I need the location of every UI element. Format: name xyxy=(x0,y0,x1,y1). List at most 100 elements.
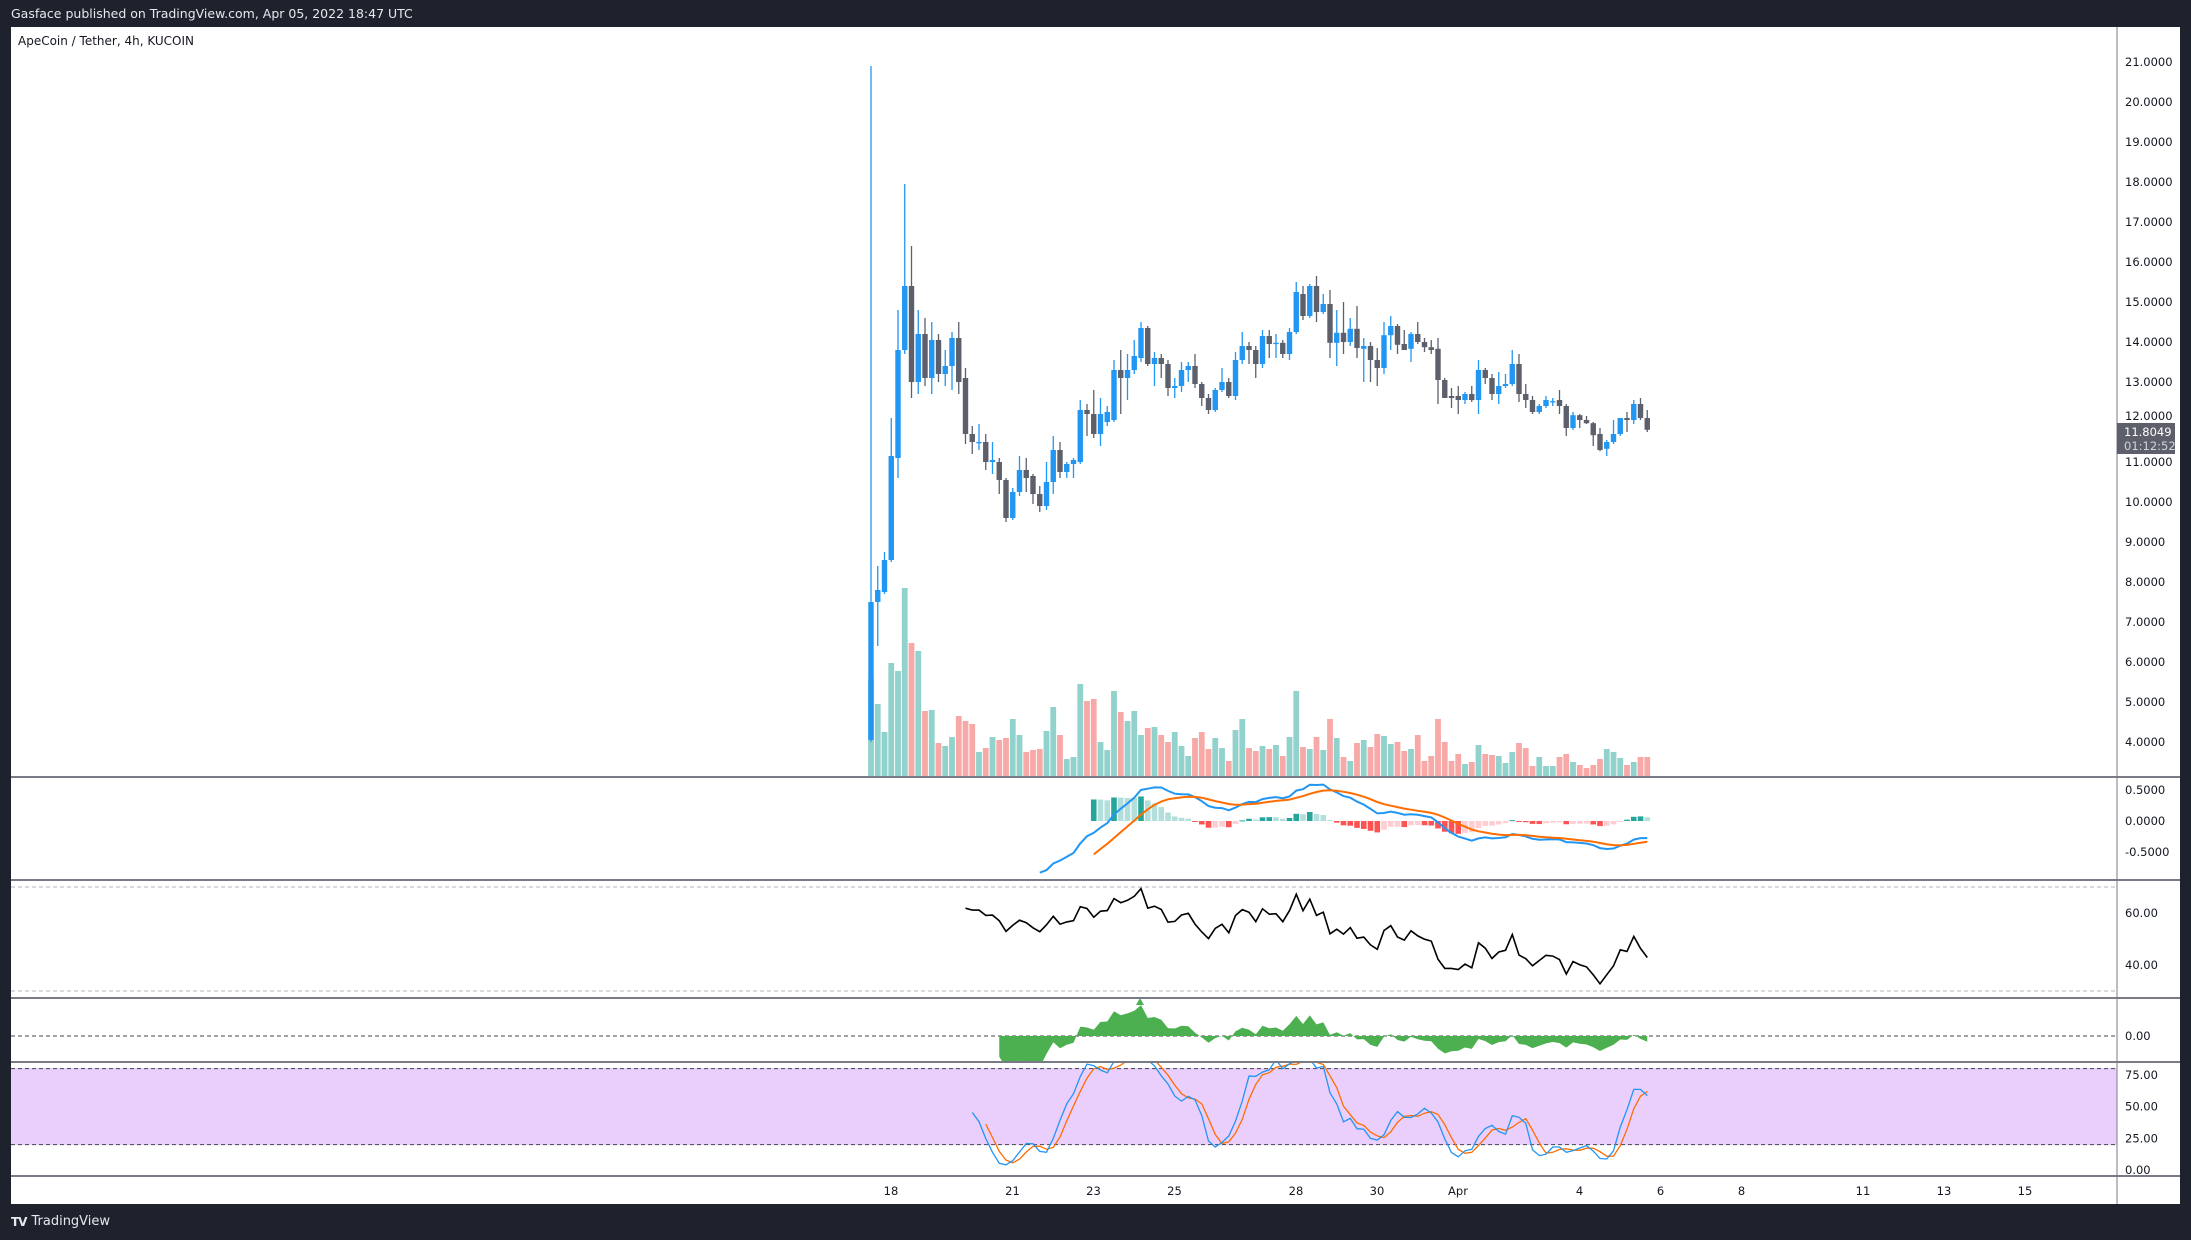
candle xyxy=(1401,330,1407,350)
volume-bar xyxy=(1333,738,1340,777)
volume-bar xyxy=(1117,712,1124,777)
price-tick-label: 21.0000 xyxy=(2125,55,2173,69)
time-tick-label: 8 xyxy=(1738,1184,1745,1198)
macd-histogram-bar xyxy=(1549,821,1556,823)
volume-bar xyxy=(1543,766,1549,777)
volume-bar xyxy=(1111,691,1117,777)
volume-bar xyxy=(1529,766,1536,777)
macd-histogram-bar xyxy=(1151,803,1158,821)
macd-histogram-bar xyxy=(1482,821,1489,826)
volume-bar xyxy=(1090,699,1097,777)
rsi-pane xyxy=(11,886,2117,992)
volume-bar xyxy=(1468,762,1475,777)
volume-bar xyxy=(1347,761,1354,777)
candle xyxy=(1307,284,1313,318)
candle xyxy=(962,368,969,444)
candle xyxy=(1556,390,1563,414)
volume-bar xyxy=(1239,719,1246,777)
candle xyxy=(908,246,915,398)
macd-histogram-bar xyxy=(1455,821,1462,834)
candle-body xyxy=(888,456,894,560)
macd-histogram-bar xyxy=(1630,816,1637,821)
stochastic-tick-label: 25.00 xyxy=(2125,1131,2158,1145)
candle xyxy=(1192,354,1198,388)
macd-histogram-bar xyxy=(1556,821,1563,823)
candle-body xyxy=(1070,460,1077,464)
candle-body xyxy=(1570,415,1576,428)
stochastic-tick-label: 0.00 xyxy=(2125,1163,2151,1177)
macd-histogram-bar xyxy=(1246,818,1252,821)
last-price-value: 11.8049 xyxy=(2124,425,2172,439)
candle xyxy=(1070,458,1077,478)
volume-bar xyxy=(1367,747,1374,777)
stochastic-tick-label: 75.00 xyxy=(2125,1068,2158,1082)
macd-histogram-bar xyxy=(1570,821,1576,824)
volume-bar xyxy=(955,716,962,777)
volume-bar xyxy=(1597,759,1603,777)
macd-histogram-bar xyxy=(1441,821,1448,832)
volume-bar xyxy=(928,710,935,777)
candle xyxy=(1145,326,1151,366)
tradingview-brand[interactable]: TV TradingView xyxy=(11,1214,110,1229)
candle xyxy=(942,350,948,386)
macd-histogram-bar xyxy=(1111,797,1117,821)
macd-histogram-bar xyxy=(1509,820,1516,822)
candle xyxy=(1448,388,1455,408)
volume-bar xyxy=(1381,736,1387,777)
volume-bar xyxy=(1549,766,1556,777)
price-tick-label: 10.0000 xyxy=(2125,495,2173,509)
candle-body xyxy=(1367,346,1374,360)
volume-bar xyxy=(1009,719,1016,777)
volume-bar xyxy=(1151,727,1158,777)
macd-histogram-bar xyxy=(1374,821,1381,833)
macd-histogram-bar xyxy=(1286,817,1293,821)
candle-body xyxy=(1212,390,1218,410)
time-tick-label: 28 xyxy=(1289,1184,1304,1198)
candle xyxy=(1570,412,1576,430)
candle-body xyxy=(1617,418,1623,434)
volume-bar xyxy=(1401,751,1408,777)
candle-body xyxy=(1388,326,1394,336)
volume-bar xyxy=(1252,751,1259,777)
stochastic-band xyxy=(11,1068,2117,1145)
candle xyxy=(1442,378,1448,398)
candle-body xyxy=(1205,398,1212,410)
candle xyxy=(1064,462,1070,478)
macd-histogram-bar xyxy=(1104,800,1111,821)
volume-bar xyxy=(1124,721,1131,777)
candle xyxy=(1124,354,1131,400)
chart-area[interactable] xyxy=(11,27,2180,1204)
volume-bar xyxy=(1097,742,1104,777)
candle xyxy=(1523,384,1529,408)
candle xyxy=(888,418,894,562)
volume-bar xyxy=(1610,752,1617,777)
time-tick-label: 13 xyxy=(1937,1184,1952,1198)
volume-bar xyxy=(1273,745,1279,777)
volume-bar xyxy=(1394,742,1401,777)
candle xyxy=(1563,404,1569,436)
macd-histogram-bar xyxy=(1259,817,1266,821)
candle-body xyxy=(1644,418,1650,430)
macd-histogram-bar xyxy=(1603,821,1610,826)
candle-body xyxy=(902,286,908,350)
candle xyxy=(922,318,928,386)
candle-body xyxy=(1253,350,1259,364)
volume-bar xyxy=(996,740,1003,777)
candle-body xyxy=(1523,394,1529,400)
candle xyxy=(1388,316,1394,350)
macd-histogram-bar xyxy=(1239,820,1246,822)
candle-body xyxy=(1610,434,1617,442)
candle-body xyxy=(868,602,874,740)
stochastic-k-line xyxy=(971,1062,1648,1166)
candle-body xyxy=(1050,450,1056,482)
volume-bar xyxy=(1630,762,1637,777)
candle-body xyxy=(1590,423,1596,436)
macd-histogram-bar xyxy=(1394,821,1401,827)
volume-bar xyxy=(1360,740,1367,777)
candle-body xyxy=(1259,336,1266,364)
candle xyxy=(929,322,935,394)
candle-body xyxy=(1246,346,1252,350)
candle-body xyxy=(976,442,982,444)
volume-bar xyxy=(1576,765,1583,777)
